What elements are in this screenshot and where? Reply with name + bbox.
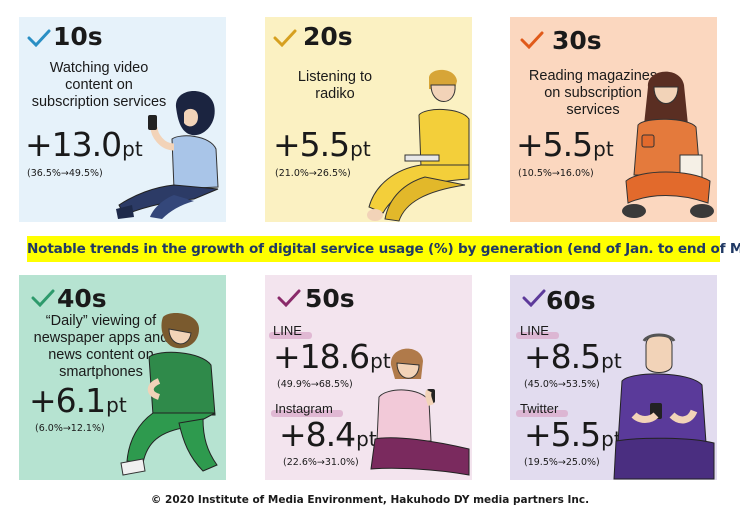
growth-value-twitter: +5.5pt	[524, 415, 622, 454]
panel-40s: 40s “Daily” viewing of newspaper apps an…	[19, 275, 226, 480]
growth-range-twitter: (19.5%→25.0%)	[524, 457, 600, 468]
growth-range-instagram: (22.6%→31.0%)	[283, 457, 359, 468]
growth-value-line: +18.6pt	[273, 337, 391, 376]
copyright-footer: © 2020 Institute of Media Environment, H…	[150, 494, 590, 506]
generation-label: 40s	[57, 284, 107, 313]
growth-value: +5.5pt	[273, 125, 371, 164]
service-name-line: LINE	[269, 324, 312, 339]
checkmark-icon	[27, 29, 51, 47]
generation-label: 20s	[303, 22, 353, 51]
service-label: Listening to radiko	[297, 69, 373, 102]
checkmark-icon	[520, 31, 544, 49]
growth-value-line: +8.5pt	[524, 337, 622, 376]
person-holding-phone-illustration	[613, 333, 715, 480]
growth-range: (6.0%→12.1%)	[35, 423, 105, 434]
panel-10s: 10s Watching video content on subscripti…	[19, 17, 226, 222]
checkmark-icon	[31, 289, 55, 307]
person-using-phone-illustration	[370, 348, 470, 476]
panel-30s: 30s Reading magazines on subscription se…	[510, 17, 717, 222]
service-name-instagram: Instagram	[271, 402, 343, 417]
growth-range: (21.0%→26.5%)	[275, 168, 351, 179]
service-label: “Daily” viewing of newspaper apps and ne…	[33, 313, 169, 380]
generation-label: 50s	[305, 284, 355, 313]
generation-label: 10s	[53, 22, 103, 51]
growth-value: +6.1pt	[29, 381, 127, 420]
chart-banner-title: Notable trends in the growth of digital …	[27, 236, 740, 262]
panel-60s: 60s LINE +8.5pt (45.0%→53.5%) Twitter +5…	[510, 275, 717, 480]
person-reading-news-illustration	[120, 313, 218, 476]
growth-value-instagram: +8.4pt	[279, 415, 377, 454]
checkmark-icon	[522, 289, 546, 307]
growth-value: +13.0pt	[25, 125, 143, 164]
checkmark-icon	[277, 289, 301, 307]
service-label: Watching video content on subscription s…	[31, 60, 167, 110]
panel-50s: 50s LINE +18.6pt (49.9%→68.5%) Instagram…	[265, 275, 472, 480]
service-name-line: LINE	[516, 324, 559, 339]
growth-range-line: (49.9%→68.5%)	[277, 379, 353, 390]
panel-20s: 20s Listening to radiko +5.5pt (21.0%→26…	[265, 17, 472, 222]
growth-value: +5.5pt	[516, 125, 614, 164]
person-reading-magazine-illustration	[622, 71, 714, 218]
growth-range-line: (45.0%→53.5%)	[524, 379, 600, 390]
person-watching-phone-illustration	[116, 90, 219, 219]
growth-range: (36.5%→49.5%)	[27, 168, 103, 179]
generation-label: 30s	[552, 26, 602, 55]
person-listening-radio-illustration	[367, 69, 470, 222]
generation-label: 60s	[546, 286, 596, 315]
checkmark-icon	[273, 29, 297, 47]
service-label: Reading magazines on subscription servic…	[528, 68, 658, 118]
growth-range: (10.5%→16.0%)	[518, 168, 594, 179]
service-name-twitter: Twitter	[516, 402, 569, 417]
